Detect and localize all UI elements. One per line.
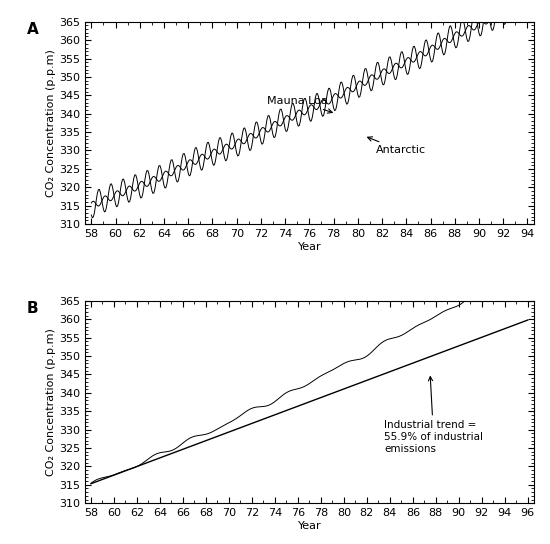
Text: Industrial trend =
55.9% of industrial
emissions: Industrial trend = 55.9% of industrial e… <box>384 376 483 454</box>
X-axis label: Year: Year <box>298 521 321 531</box>
Text: Antarctic: Antarctic <box>367 137 426 156</box>
X-axis label: Year: Year <box>298 242 321 252</box>
Y-axis label: CO₂ Concentration (p.p.m): CO₂ Concentration (p.p.m) <box>47 49 57 197</box>
Text: Mauna Loa: Mauna Loa <box>267 96 332 113</box>
Y-axis label: CO₂ Concentration (p.p.m): CO₂ Concentration (p.p.m) <box>47 328 57 476</box>
Text: B: B <box>27 301 38 316</box>
Text: A: A <box>27 22 38 37</box>
